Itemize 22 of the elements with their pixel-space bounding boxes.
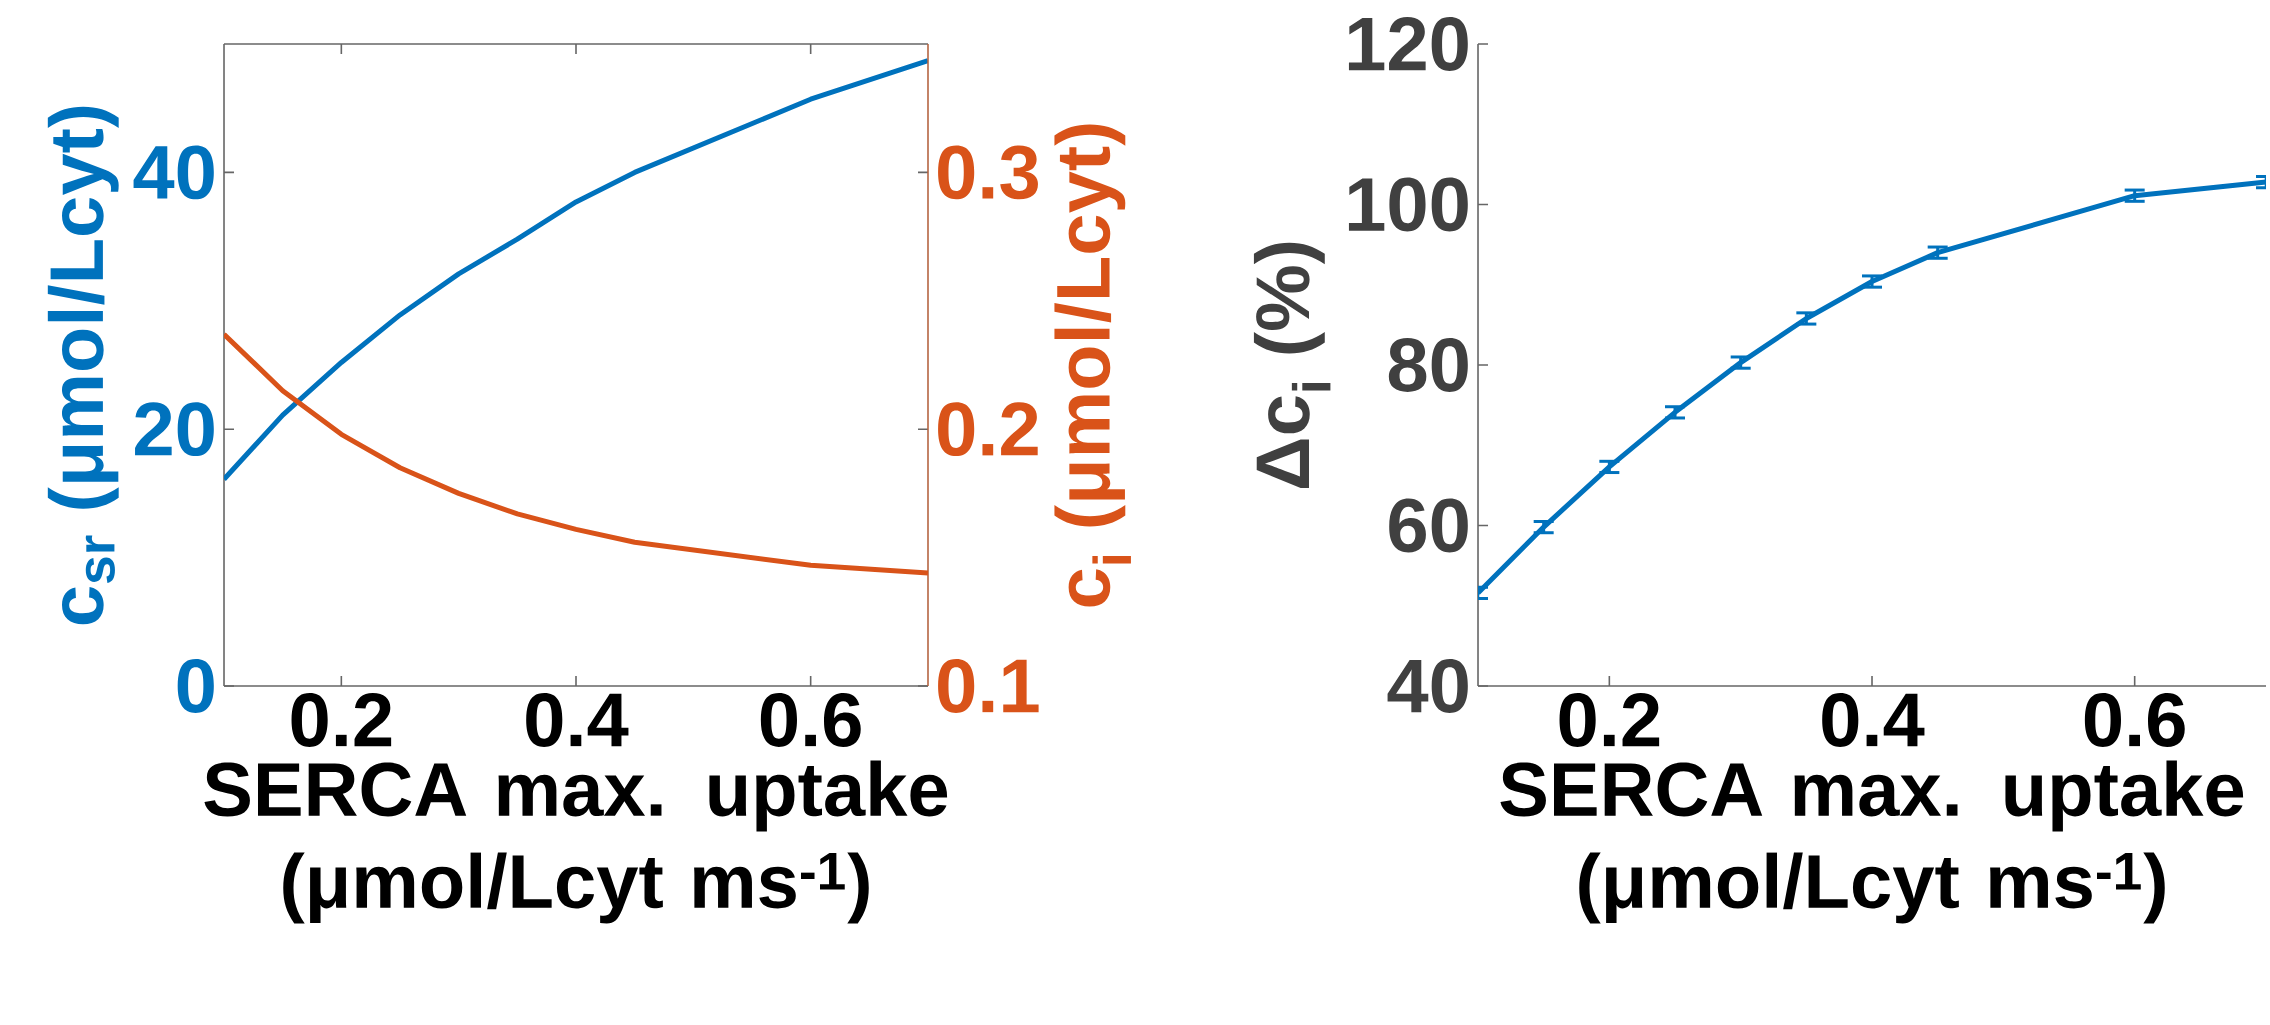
- y-tick-label: 80: [1388, 338, 1468, 392]
- y-tick-label: 40: [133, 145, 214, 200]
- y2-tick-label: 0.3: [938, 145, 1038, 200]
- x-tick-label: 0.6: [760, 693, 861, 747]
- x-tick-label: 0.2: [1559, 693, 1660, 747]
- x-tick-label: 0.4: [526, 693, 629, 747]
- y-tick-label: 100: [1348, 177, 1468, 232]
- y-axis-title: Δc$_{i}$ (%): [1253, 242, 1331, 488]
- x-tick-label: 0.2: [291, 693, 392, 747]
- y2-axis-title: c$_{i}$ (μmol/Lcyt): [1054, 124, 1131, 607]
- y-tick-label: 0: [177, 659, 214, 713]
- y-tick-label: 120: [1348, 17, 1468, 71]
- x-axis-title: SERCA max. uptake (μmol/Lcyt ms$^{-1}$): [204, 760, 948, 924]
- y-tick-label: 60: [1389, 498, 1468, 553]
- x-tick-label: 0.6: [2084, 693, 2185, 747]
- x-axis-title: SERCA max. uptake (μmol/Lcyt ms$^{-1}$): [1500, 760, 2244, 924]
- y2-tick-label: 0.2: [938, 402, 1038, 457]
- y-axis-title: c$_{sr}$ (μmol/Lcyt): [47, 106, 119, 625]
- y2-tick-label: 0.1: [938, 659, 1039, 713]
- y-tick-label: 40: [1387, 659, 1468, 713]
- x-tick-label: 0.4: [1822, 693, 1925, 747]
- y-tick-label: 20: [135, 402, 214, 457]
